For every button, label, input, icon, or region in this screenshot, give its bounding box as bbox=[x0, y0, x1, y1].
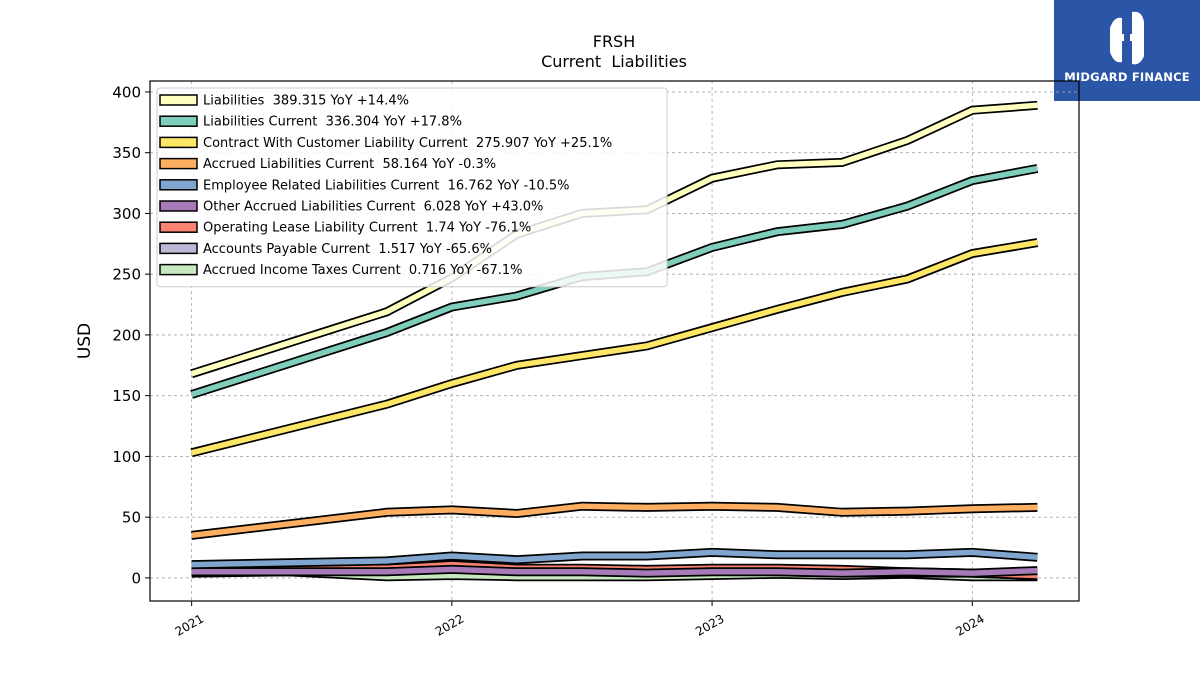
y-axis-label: USD bbox=[75, 323, 95, 359]
legend-entry: Accrued Income Taxes Current 0.716 YoY -… bbox=[203, 263, 523, 278]
series-line bbox=[190, 238, 1039, 458]
logo-text: MIDGARD FINANCE bbox=[1064, 70, 1190, 84]
legend-entry: Accounts Payable Current 1.517 YoY -65.6… bbox=[203, 242, 492, 257]
y-tick-label: 200 bbox=[112, 326, 141, 344]
legend-swatch bbox=[159, 157, 198, 170]
y-tick-label: 0 bbox=[131, 569, 141, 587]
legend-entry: Liabilities Current 336.304 YoY +17.8% bbox=[203, 115, 462, 130]
series-line bbox=[190, 164, 1039, 399]
y-tick-label: 400 bbox=[112, 83, 141, 101]
plot-frame bbox=[149, 80, 1080, 602]
series-line-fill bbox=[190, 239, 1038, 456]
x-tick-label: 2022 bbox=[433, 611, 466, 638]
legend-entry: Employee Related Liabilities Current 16.… bbox=[203, 178, 569, 193]
legend-swatch bbox=[159, 94, 198, 106]
x-tick-label: 2021 bbox=[173, 611, 206, 638]
chart-title: FRSH bbox=[592, 32, 636, 51]
series-line bbox=[191, 547, 1038, 570]
legend-swatch bbox=[159, 263, 198, 276]
series-line-fill bbox=[191, 503, 1038, 539]
series-line-fill bbox=[191, 549, 1038, 568]
legend-entry: Other Accrued Liabilities Current 6.028 … bbox=[203, 200, 543, 215]
legend: Liabilities 389.315 YoY +14.4% Liabilitie… bbox=[156, 87, 668, 288]
y-tick-label: 100 bbox=[112, 448, 141, 466]
x-tick-label: 2024 bbox=[953, 611, 986, 638]
series-line bbox=[191, 501, 1038, 540]
midgard-logo-icon bbox=[1110, 11, 1144, 65]
y-tick-label: 300 bbox=[112, 205, 141, 223]
legend-entry: Accrued Liabilities Current 58.164 YoY -… bbox=[203, 157, 496, 172]
series-line-fill bbox=[190, 165, 1038, 398]
y-tick-label: 150 bbox=[112, 387, 141, 405]
y-tick-label: 250 bbox=[112, 266, 141, 284]
y-tick-label: 350 bbox=[112, 144, 141, 162]
y-tick-label: 50 bbox=[122, 509, 141, 527]
legend-entry: Liabilities 389.315 YoY +14.4% bbox=[203, 94, 409, 109]
legend-entry: Operating Lease Liability Current 1.74 Y… bbox=[203, 221, 531, 236]
legend-entry: Contract With Customer Liability Current… bbox=[203, 136, 612, 151]
x-tick-label: 2023 bbox=[693, 611, 726, 638]
legend-swatch bbox=[159, 242, 198, 255]
series-line bbox=[191, 564, 1038, 578]
legend-box bbox=[156, 87, 668, 288]
series-line-fill bbox=[191, 566, 1038, 576]
legend-swatch bbox=[159, 179, 198, 191]
legend-swatch bbox=[159, 136, 198, 149]
brand-logo: MIDGARD FINANCE bbox=[1054, 0, 1200, 101]
legend-swatch bbox=[159, 221, 198, 233]
chart-subtitle: Current Liabilities bbox=[541, 52, 687, 71]
legend-swatch bbox=[159, 115, 198, 127]
legend-swatch bbox=[159, 200, 198, 212]
